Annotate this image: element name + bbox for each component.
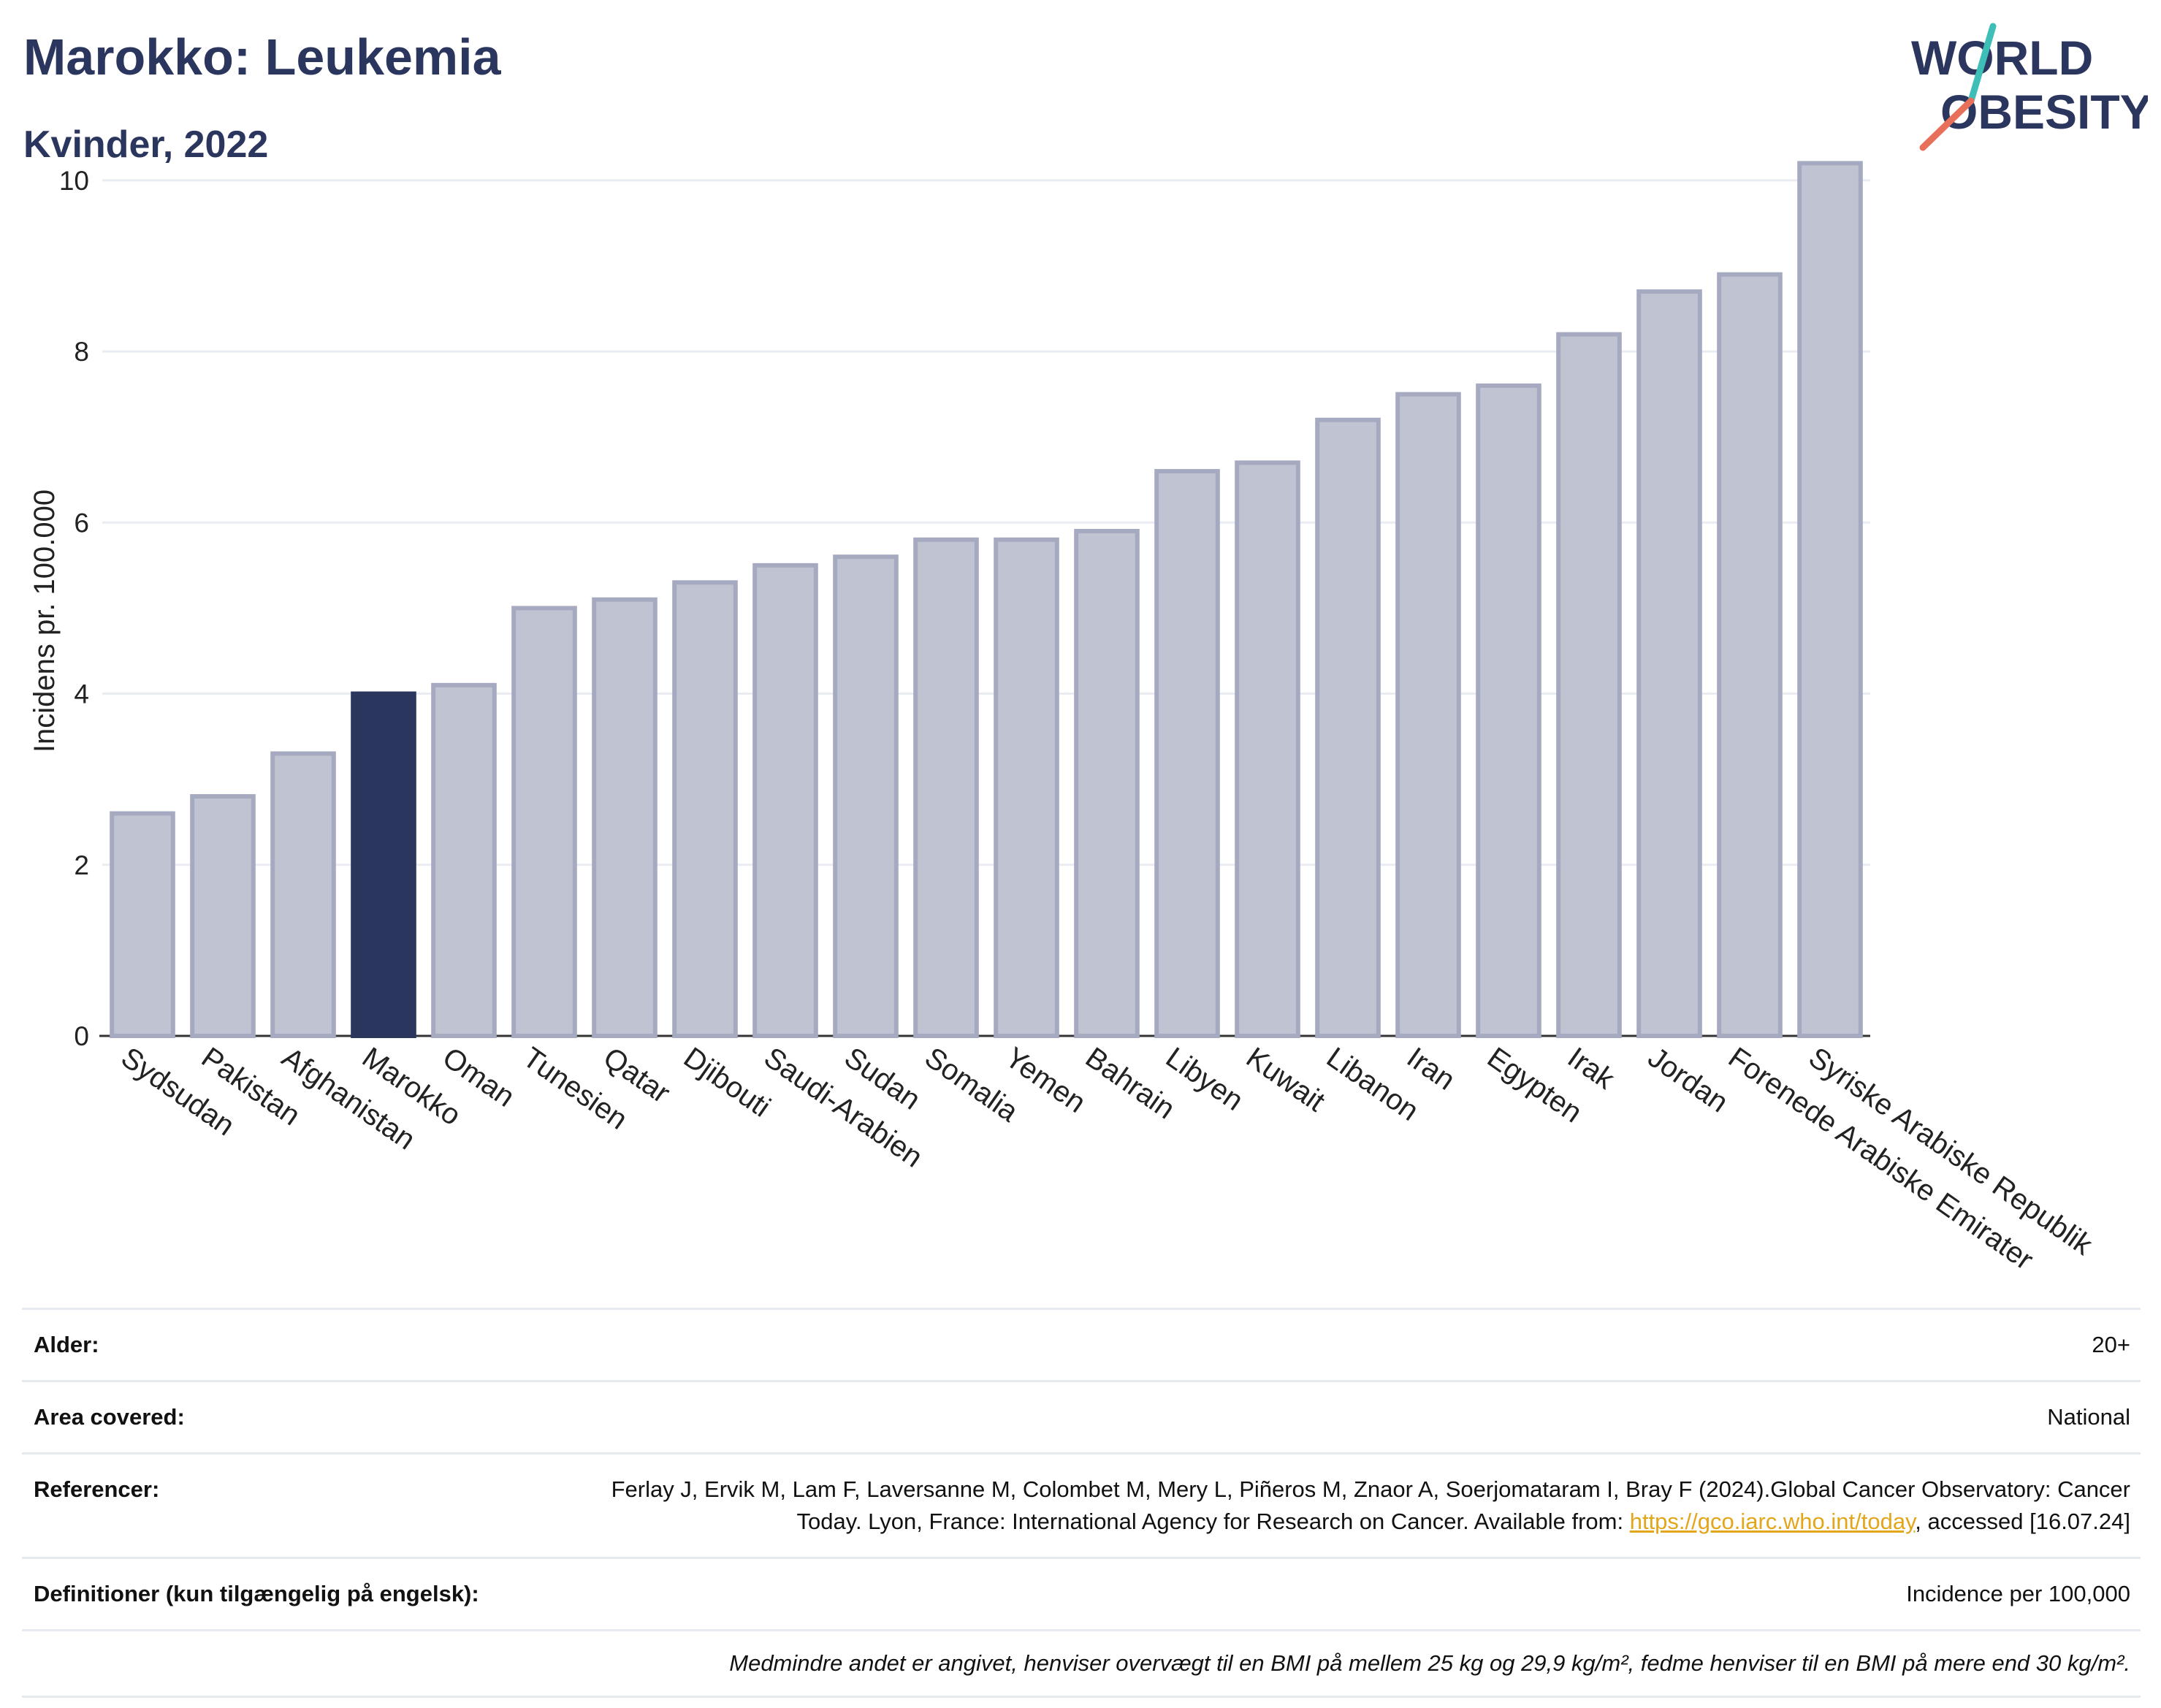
logo-slash-coral [1919, 97, 1975, 151]
footnote: Medmindre andet er angivet, henviser ove… [729, 1650, 2130, 1676]
x-tick-labels: SydsudanPakistanAfghanistanMarokkoOmanTu… [115, 1041, 2099, 1271]
logo-slash-teal [1967, 23, 1997, 104]
bar-saudi-arabien [752, 563, 818, 1038]
world-obesity-logo: WORLD OBESITY [1911, 23, 2148, 151]
bar-qatar [592, 597, 658, 1038]
info-row-age: Alder: 20+ [22, 1308, 2141, 1380]
bar-somalia [913, 537, 979, 1038]
bar-bahrain [1074, 529, 1140, 1038]
bars [110, 161, 1863, 1039]
y-axis-label: Incidens pr. 100.000 [28, 489, 61, 752]
area-value: National [2047, 1404, 2130, 1430]
bar-pakistan [190, 794, 256, 1038]
info-table: Alder: 20+ Area covered: National Refere… [22, 1308, 2141, 1698]
age-value: 20+ [2092, 1332, 2130, 1357]
bar-iran [1395, 392, 1461, 1038]
x-tick-label: Libanon [1321, 1041, 1425, 1127]
definitions-label: Definitioner (kun tilgængelig på engelsk… [34, 1581, 479, 1606]
age-label: Alder: [34, 1332, 99, 1357]
references-label: Referencer: [34, 1476, 160, 1502]
bar-libyen [1154, 469, 1220, 1038]
page-subtitle: Kvinder, 2022 [23, 123, 269, 166]
x-tick-label: Jordan [1642, 1041, 1734, 1118]
y-tick-label: 2 [74, 850, 89, 880]
references-link[interactable]: https://gco.iarc.who.int/today [1629, 1509, 1916, 1534]
x-tick-label: Bahrain [1080, 1041, 1181, 1125]
bar-jordan [1636, 289, 1702, 1039]
y-tick-label: 10 [59, 166, 89, 196]
y-tick-label: 0 [74, 1021, 89, 1051]
info-row-area: Area covered: National [22, 1380, 2141, 1452]
bar-libanon [1315, 417, 1381, 1038]
page-title: Marokko: Leukemia [23, 28, 501, 85]
bar-marokko [351, 691, 416, 1038]
info-row-note: Medmindre andet er angivet, henviser ove… [22, 1629, 2141, 1698]
x-tick-label: Djibouti [678, 1041, 777, 1124]
x-tick-label: Irak [1562, 1041, 1621, 1096]
bar-afghanistan [270, 751, 336, 1039]
info-row-definitions: Definitioner (kun tilgængelig på engelsk… [22, 1557, 2141, 1629]
bar-tunesien [511, 606, 577, 1038]
y-tick-label: 4 [74, 679, 89, 709]
bar-egypten [1476, 383, 1541, 1038]
bar-sydsudan [110, 811, 175, 1038]
x-tick-label: Iran [1401, 1041, 1461, 1097]
bar-yemen [994, 537, 1059, 1038]
info-row-references: Referencer: Ferlay J, Ervik M, Lam F, La… [22, 1452, 2141, 1557]
x-tick-label: Forenede Arabiske Emirater [1723, 1041, 2039, 1271]
references-accessed: , accessed [16.07.24] [1915, 1509, 2130, 1534]
bar-chart: 0 2 4 6 8 10 SydsudanPakistanAfghanistanMarok… [28, 161, 2099, 1271]
logo-line-1: WORLD [1911, 31, 2093, 85]
definitions-value: Incidence per 100,000 [1906, 1581, 2130, 1606]
bar-forenede-arabiske-emirater [1717, 272, 1783, 1038]
area-label: Area covered: [34, 1404, 185, 1430]
references-value: Ferlay J, Ervik M, Lam F, Laversanne M, … [552, 1473, 2130, 1538]
bar-sudan [833, 554, 899, 1038]
bar-irak [1556, 332, 1622, 1038]
bar-syriske-arabiske-republik [1797, 161, 1863, 1038]
bar-djibouti [672, 580, 738, 1038]
y-tick-labels: 0 2 4 6 8 10 [59, 166, 89, 1051]
bar-kuwait [1235, 460, 1300, 1038]
x-tick-label: Kuwait [1240, 1041, 1331, 1118]
y-tick-label: 6 [74, 508, 89, 538]
references-text: Ferlay J, Ervik M, Lam F, Laversanne M, … [611, 1476, 2130, 1534]
bar-oman [431, 682, 497, 1038]
y-tick-label: 8 [74, 337, 89, 367]
